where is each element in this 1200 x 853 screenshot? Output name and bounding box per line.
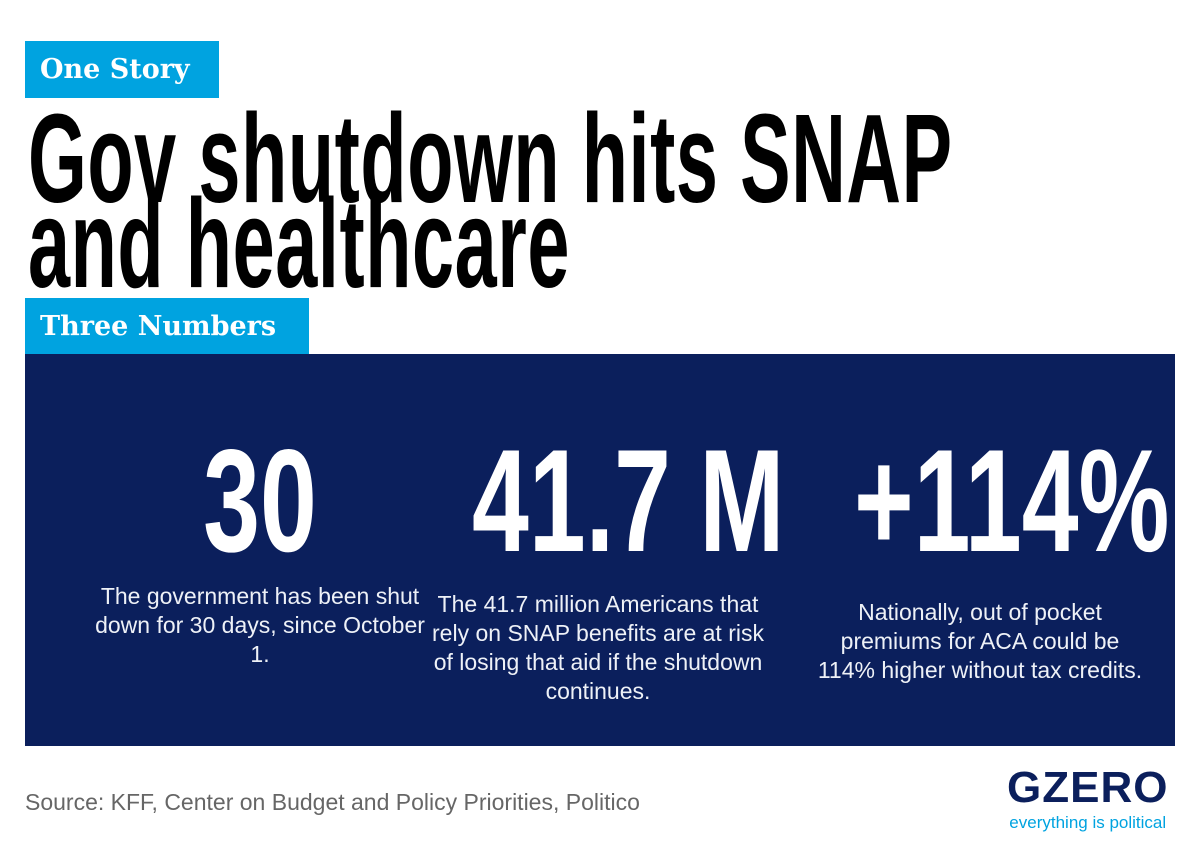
source-note: Source: KFF, Center on Budget and Policy…	[25, 789, 640, 815]
stat-aca: +114% Nationally, out of pocket premiums…	[800, 354, 1170, 685]
one-story-tag: One Story	[25, 41, 219, 98]
headline-line-1: Gov shutdown hits SNAP	[28, 88, 953, 229]
logo-wordmark: GZERO	[1007, 763, 1169, 812]
numbers-panel: 30 The government has been shut down for…	[25, 354, 1175, 746]
stat-description: The 41.7 million Americans that rely on …	[432, 591, 764, 704]
stat-days: 30 The government has been shut down for…	[80, 354, 440, 669]
stat-value: +114%	[854, 419, 1170, 582]
three-numbers-label: Three Numbers	[40, 310, 277, 342]
stat-value: 30	[203, 419, 317, 582]
one-story-label: One Story	[40, 54, 190, 85]
stat-description: The government has been shut down for 30…	[95, 583, 425, 667]
three-numbers-tag: Three Numbers	[25, 298, 309, 354]
stat-snap: 41.7 M The 41.7 million Americans that r…	[418, 354, 785, 706]
stat-description: Nationally, out of pocket premiums for A…	[817, 599, 1143, 683]
stat-value: 41.7 M	[472, 419, 785, 582]
logo-tagline: everything is political	[1009, 813, 1167, 832]
headline-line-2: and healthcare	[28, 173, 570, 314]
gzero-logo: GZERO everything is political	[1007, 765, 1168, 833]
